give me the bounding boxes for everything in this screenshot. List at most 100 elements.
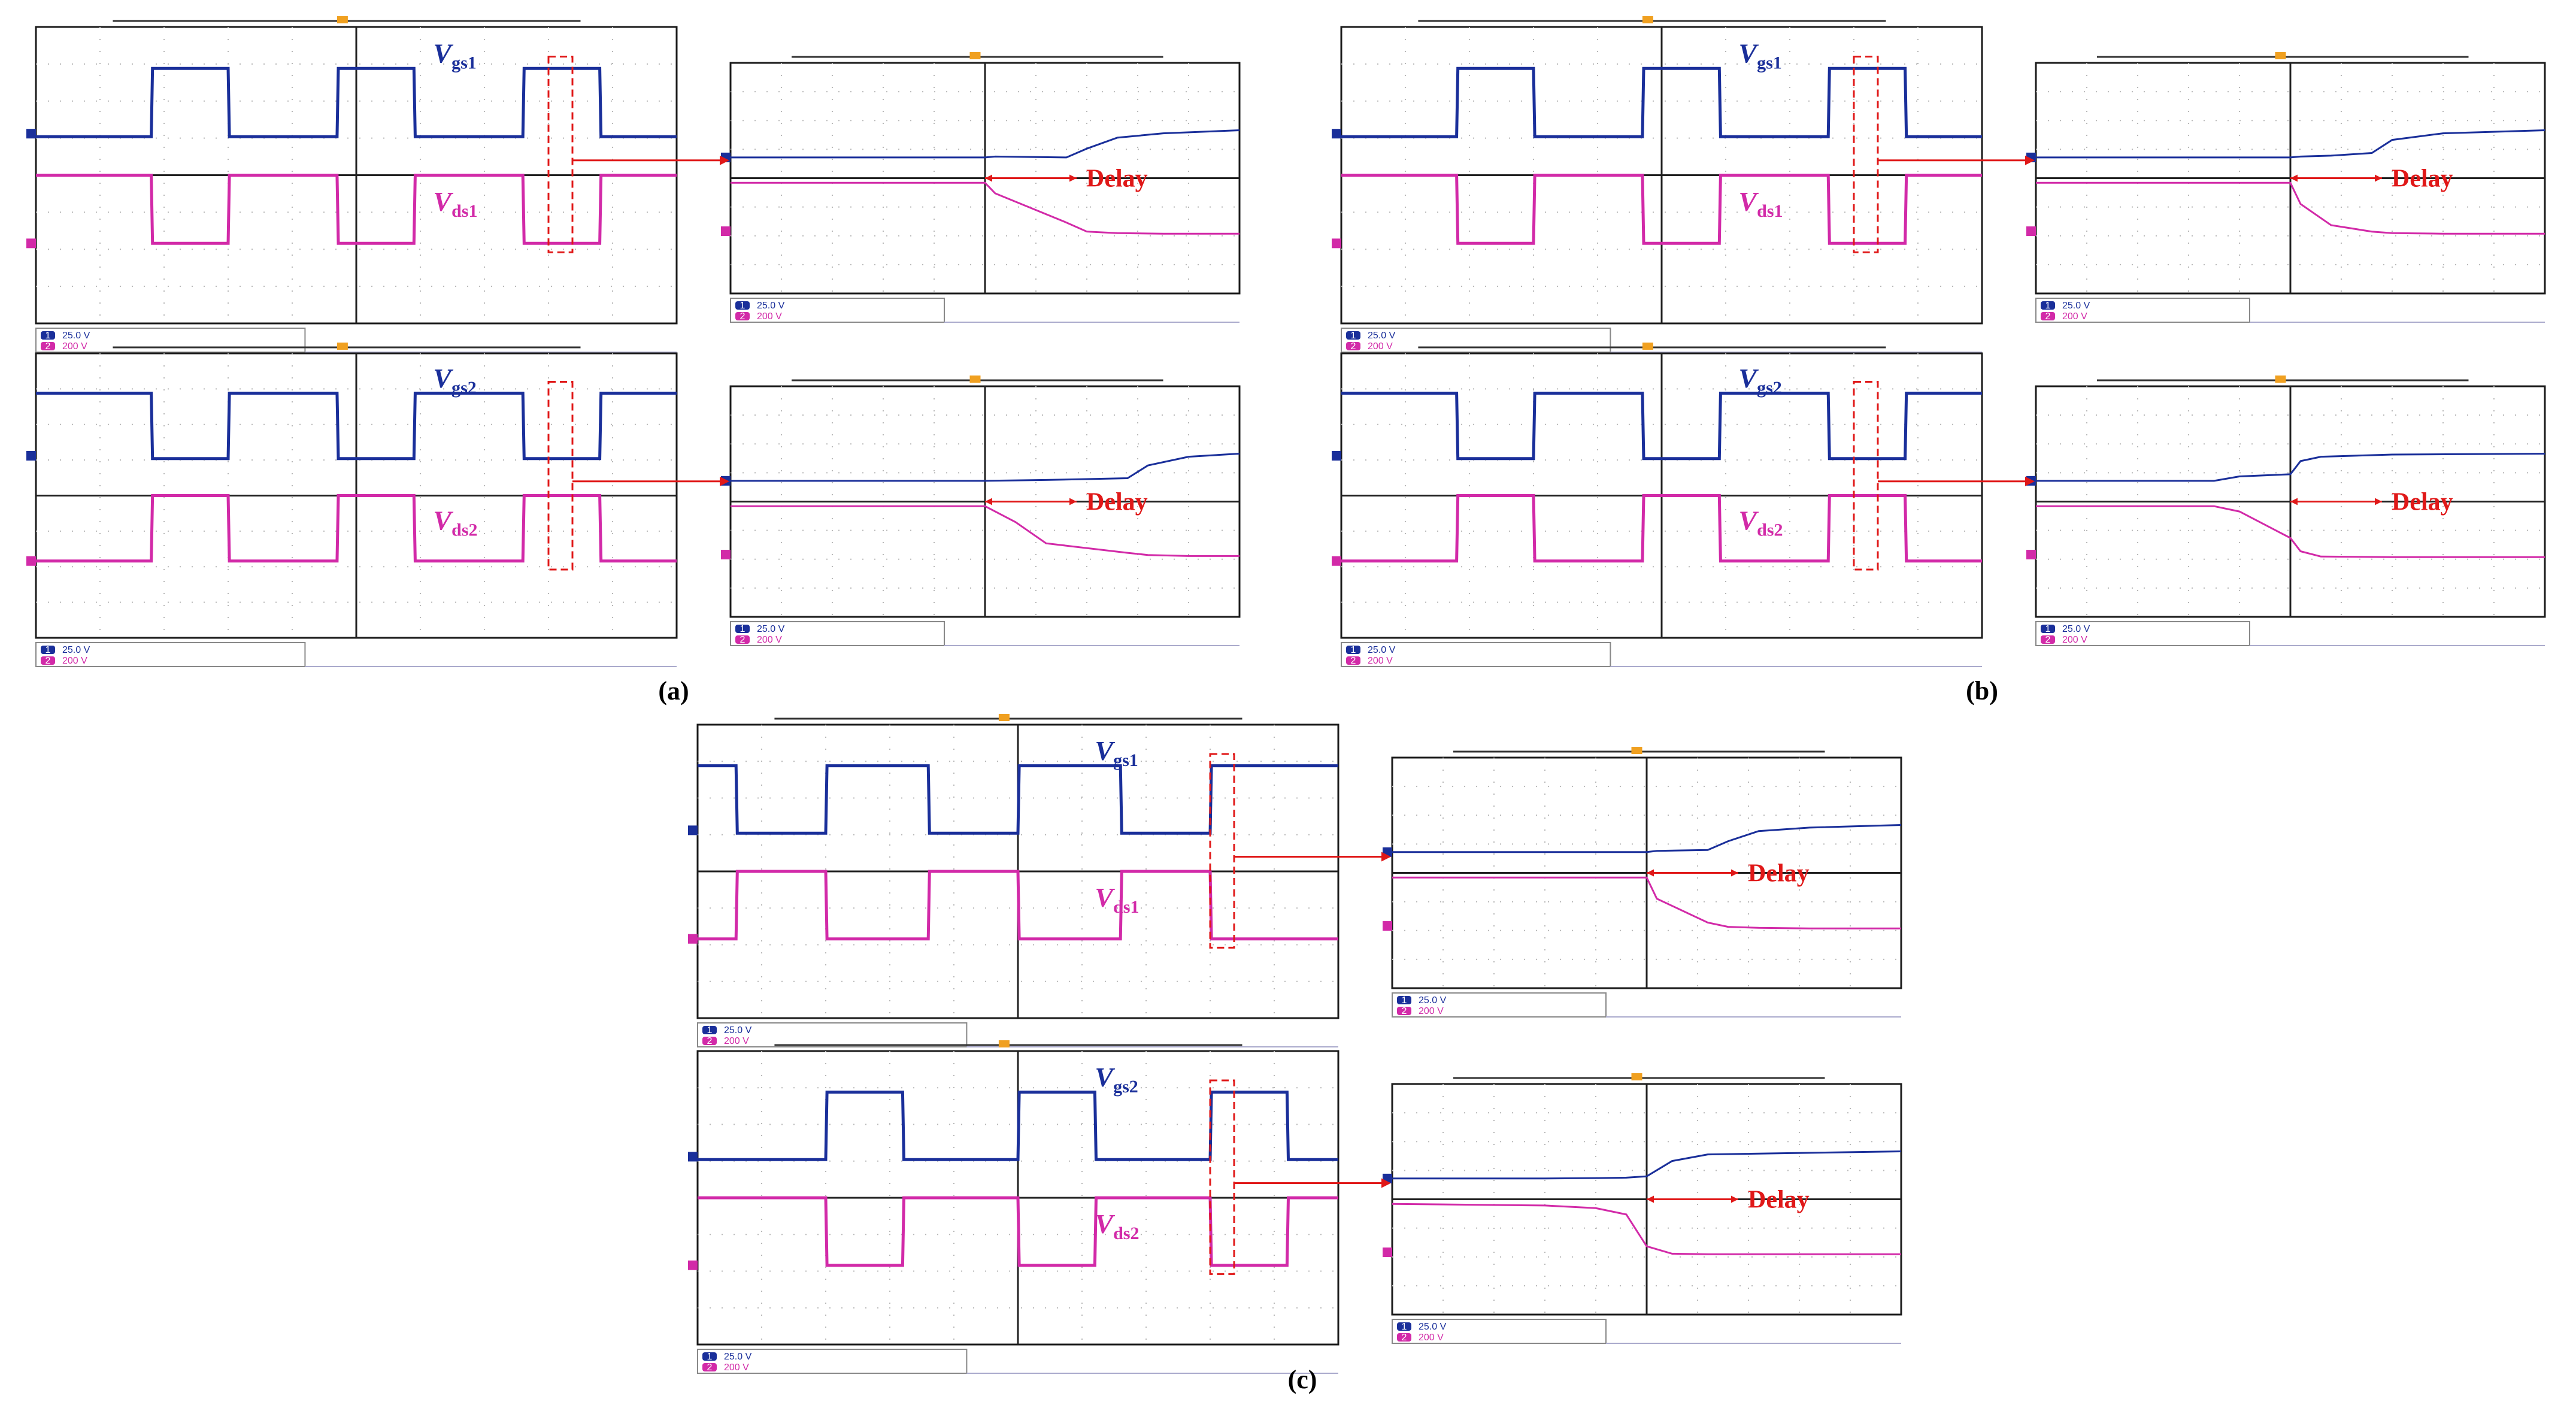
delay-arrow-left bbox=[985, 174, 992, 182]
status-channel-number: 2 bbox=[1402, 1006, 1407, 1016]
ch1-marker bbox=[1332, 451, 1341, 461]
status-box bbox=[1392, 992, 1607, 1018]
status-channel-scale: 200 V bbox=[2062, 311, 2087, 322]
series-Vds2 bbox=[731, 505, 1239, 557]
vds-label-main: V bbox=[1738, 505, 1759, 536]
status-channel-number: 2 bbox=[740, 635, 745, 645]
status-box bbox=[2035, 298, 2250, 323]
status-channel-badge bbox=[702, 1026, 717, 1034]
vgs-label-sub: gs1 bbox=[1113, 750, 1138, 770]
vds-label-sub: ds1 bbox=[1757, 201, 1783, 221]
caption-b: (b) bbox=[1966, 676, 1998, 705]
status-box bbox=[697, 1349, 968, 1374]
zoom-arrow-head bbox=[1381, 1178, 1391, 1188]
status-channel-number: 1 bbox=[46, 645, 51, 655]
ch1-marker bbox=[1332, 129, 1341, 139]
caption-c: (c) bbox=[1288, 1365, 1317, 1394]
zoom-arrow-head bbox=[1381, 852, 1391, 862]
status-channel-number: 1 bbox=[707, 1352, 713, 1362]
status-channel-number: 2 bbox=[1402, 1333, 1407, 1343]
delay-arrow-right bbox=[2375, 498, 2382, 505]
status-box bbox=[1341, 642, 1611, 667]
vds-label-main: V bbox=[1738, 186, 1759, 217]
series-Vgs1 bbox=[2036, 129, 2545, 159]
vgs-label-main: V bbox=[1095, 1062, 1115, 1092]
status-channel-scale: 200 V bbox=[1368, 656, 1393, 666]
delay-label: Delay bbox=[2392, 489, 2453, 516]
series-Vgs2 bbox=[2036, 453, 2545, 482]
status-channel-badge bbox=[41, 342, 55, 350]
status-channel-badge bbox=[2041, 312, 2055, 320]
series-Vds1 bbox=[731, 181, 1239, 235]
vgs-label: Vgs2 bbox=[1095, 1062, 1138, 1097]
status-channel-badge bbox=[1346, 656, 1360, 665]
series-Vgs1 bbox=[1341, 66, 1982, 138]
status-channel-badge bbox=[2041, 625, 2055, 633]
series-Vds2 bbox=[1392, 1203, 1901, 1255]
delay-arrow-left bbox=[1647, 869, 1654, 877]
trigger-marker bbox=[998, 1040, 1010, 1047]
status-channel-badge bbox=[735, 312, 750, 320]
series-Vds1 bbox=[1341, 174, 1982, 245]
status-channel-scale: 25.0 V bbox=[2062, 624, 2090, 634]
vds-label: Vds1 bbox=[433, 186, 477, 221]
status-box bbox=[35, 642, 306, 667]
vds-label: Vds2 bbox=[433, 505, 477, 540]
status-box bbox=[697, 1022, 968, 1047]
series-Vgs2 bbox=[1341, 392, 1982, 461]
zoom-arrow-head bbox=[720, 155, 729, 165]
status-channel-scale: 200 V bbox=[1419, 1333, 1444, 1343]
trigger-marker bbox=[337, 16, 348, 23]
status-channel-scale: 200 V bbox=[2062, 635, 2087, 645]
status-channel-scale: 25.0 V bbox=[1368, 645, 1396, 655]
status-channel-number: 2 bbox=[707, 1036, 713, 1046]
vds-label: Vds1 bbox=[1738, 186, 1783, 221]
series-Vds2 bbox=[698, 1196, 1338, 1267]
status-channel-number: 1 bbox=[740, 301, 745, 311]
ch2-marker bbox=[688, 1260, 698, 1270]
status-channel-number: 2 bbox=[707, 1362, 713, 1373]
status-box bbox=[1392, 1319, 1607, 1344]
ch2-marker bbox=[721, 226, 731, 237]
status-channel-scale: 200 V bbox=[62, 656, 87, 666]
scope-panel-b-top-zoom: 1 25.0 V 2 200 V Delay bbox=[2026, 52, 2546, 323]
vgs-label-sub: gs2 bbox=[451, 378, 477, 398]
status-channel-scale: 200 V bbox=[62, 341, 87, 352]
status-channel-number: 1 bbox=[740, 624, 745, 634]
delay-arrow-left bbox=[2290, 498, 2298, 505]
trigger-marker bbox=[1642, 343, 1653, 350]
status-channel-badge bbox=[1346, 331, 1360, 340]
status-channel-scale: 25.0 V bbox=[2062, 301, 2090, 311]
delay-label: Delay bbox=[1748, 1186, 1810, 1214]
status-channel-scale: 200 V bbox=[757, 635, 782, 645]
status-channel-scale: 200 V bbox=[757, 311, 782, 322]
trigger-marker bbox=[1631, 1073, 1642, 1080]
series-Vds1 bbox=[36, 174, 677, 245]
ch2-marker bbox=[1383, 921, 1392, 931]
status-channel-badge bbox=[735, 625, 750, 633]
trigger-marker bbox=[1631, 747, 1642, 754]
status-channel-badge bbox=[1397, 996, 1411, 1004]
zoom-arrow-head bbox=[720, 476, 729, 486]
status-channel-number: 1 bbox=[1351, 331, 1356, 341]
ch2-marker bbox=[1383, 1247, 1392, 1258]
series-Vgs1 bbox=[36, 66, 677, 138]
delay-arrow-right bbox=[1069, 498, 1077, 505]
delay-arrow-right bbox=[1731, 869, 1738, 877]
scope-panel-c-bottom-zoom: 1 25.0 V 2 200 V Delay bbox=[1383, 1073, 1902, 1344]
vgs-label-main: V bbox=[433, 363, 453, 393]
series-Vds2 bbox=[36, 494, 677, 563]
vgs-label: Vgs2 bbox=[1738, 363, 1781, 398]
series-Vgs2 bbox=[36, 392, 677, 461]
status-channel-badge bbox=[1346, 646, 1360, 654]
status-channel-badge bbox=[1397, 1322, 1411, 1331]
series-Vgs2 bbox=[1392, 1150, 1902, 1180]
status-channel-scale: 25.0 V bbox=[62, 645, 90, 655]
series-Vds1 bbox=[698, 870, 1338, 941]
status-channel-number: 2 bbox=[740, 311, 745, 322]
delay-arrow-left bbox=[2290, 174, 2298, 182]
